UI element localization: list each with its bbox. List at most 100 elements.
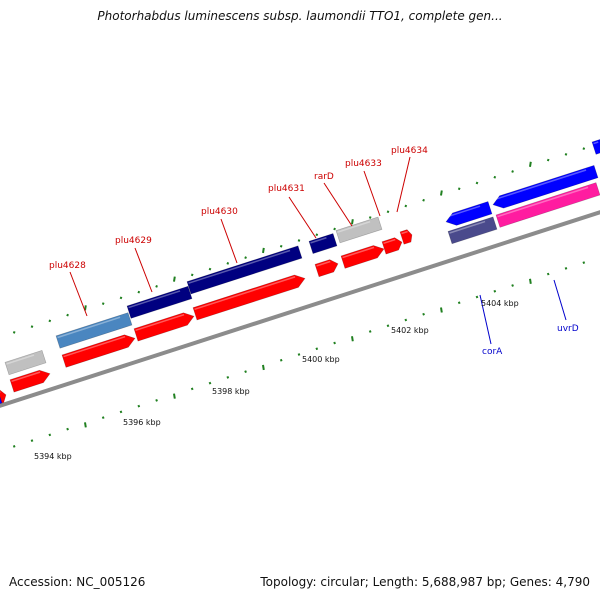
- tick-mark-lower: [12, 444, 16, 448]
- gene-label-plu4633[interactable]: plu4633: [345, 159, 382, 169]
- gene-label-rarD[interactable]: rarD: [314, 172, 334, 182]
- gene-bar-corA[interactable]: [447, 216, 498, 245]
- tick-mark-lower: [564, 266, 568, 270]
- tick-mark-upper: [262, 247, 265, 254]
- tick-mark-upper: [119, 296, 123, 300]
- leader-plu4630: [220, 218, 238, 264]
- gene-arrow-corA-up-shape[interactable]: [444, 201, 493, 229]
- tick-mark-lower: [155, 399, 158, 402]
- label-leader-lines: [69, 156, 567, 345]
- tick-mark-upper: [137, 290, 141, 294]
- gene-arrow-rarD[interactable]: [340, 243, 386, 269]
- gene-bar-navy-3[interactable]: [308, 233, 338, 255]
- gene-label-plu4628[interactable]: plu4628: [49, 261, 86, 271]
- tick-mark-upper: [546, 158, 550, 162]
- gene-bar-navy-3-shape[interactable]: [308, 233, 338, 255]
- tick-mark-upper: [493, 175, 497, 179]
- gene-arrow-left-edge-shape[interactable]: [0, 390, 3, 407]
- gene-label-plu4634[interactable]: plu4634: [391, 146, 428, 156]
- leader-plu4629: [134, 247, 153, 293]
- gene-arrow-plu4630-shape[interactable]: [192, 272, 307, 321]
- tick-mark-lower: [511, 284, 514, 287]
- tick-mark-upper: [244, 256, 247, 260]
- gene-arrow-rarD-shape[interactable]: [340, 243, 386, 269]
- gene-arrow-plu4628[interactable]: [61, 332, 137, 368]
- gene-bar-navy-1-shape[interactable]: [126, 285, 193, 319]
- tick-mark-lower: [190, 387, 194, 391]
- leader-plu4628: [69, 271, 88, 317]
- gene-bar-grey-left[interactable]: [4, 350, 47, 376]
- tick-mark-upper: [457, 187, 461, 191]
- gene-label-plu4630[interactable]: plu4630: [201, 207, 238, 217]
- gene-arrow-corA-up[interactable]: [444, 201, 493, 229]
- leader-uvrD: [553, 279, 567, 321]
- gene-arrow-plu4630[interactable]: [192, 272, 307, 321]
- tick-mark-lower: [368, 330, 372, 333]
- gene-arrow-plu4631[interactable]: [314, 258, 340, 278]
- leader-rarD: [323, 182, 353, 227]
- gene-arrow-1-shape[interactable]: [9, 367, 52, 393]
- gene-bar-grey-left-shape[interactable]: [4, 350, 47, 376]
- tick-mark-lower: [173, 393, 176, 399]
- gene-bar-grey-right-shape[interactable]: [335, 216, 383, 244]
- tick-mark-lower: [475, 295, 479, 299]
- tick-mark-upper: [582, 147, 586, 150]
- gene-bar-grey-right[interactable]: [335, 216, 383, 244]
- gene-arrow-uvrD-up[interactable]: [491, 164, 599, 211]
- gene-arrow-1[interactable]: [9, 367, 52, 393]
- gene-label-plu4629[interactable]: plu4629: [115, 236, 152, 246]
- gene-arrow-plu4633[interactable]: [381, 236, 404, 255]
- gene-arrow-left-edge[interactable]: [0, 390, 3, 407]
- map-title: Photorhabdus luminescens subsp. laumondi…: [97, 9, 503, 23]
- tick-mark-upper: [440, 190, 443, 196]
- gene-arrow-0[interactable]: [0, 389, 8, 406]
- gene-label-corA[interactable]: corA: [482, 347, 503, 357]
- tick-mark-upper: [475, 181, 479, 185]
- tick-mark-upper: [84, 305, 87, 311]
- tick-mark-upper: [155, 285, 158, 288]
- gene-bar-corA-shape[interactable]: [447, 216, 498, 245]
- gene-arrow-right-edge-shape[interactable]: [591, 139, 600, 155]
- tick-mark-lower: [119, 410, 123, 414]
- gene-arrow-plu4634-shape[interactable]: [399, 229, 414, 245]
- tick-mark-lower: [457, 301, 461, 305]
- tick-mark-lower: [351, 336, 354, 342]
- gene-arrow-plu4629[interactable]: [133, 310, 196, 342]
- tick-mark-upper: [208, 267, 212, 271]
- gene-arrow-plu4629-shape[interactable]: [133, 310, 196, 342]
- tick-mark-upper: [404, 204, 408, 208]
- tick-mark-lower: [279, 358, 283, 362]
- gene-arrow-plu4633-shape[interactable]: [381, 236, 404, 255]
- accession-text: Accession: NC_005126: [9, 575, 146, 589]
- leader-corA: [479, 294, 492, 345]
- tick-mark-upper: [30, 325, 34, 328]
- gene-bar-navy-2[interactable]: [186, 245, 303, 295]
- tick-mark-upper: [279, 244, 283, 248]
- gene-arrow-plu4634[interactable]: [399, 229, 414, 245]
- gene-bar-navy-2-shape[interactable]: [186, 245, 303, 295]
- gene-bar-plu4628-upstream-shape[interactable]: [55, 312, 133, 349]
- tick-mark-lower: [297, 353, 301, 356]
- tick-mark-upper: [368, 216, 372, 219]
- gene-label-uvrD[interactable]: uvrD: [557, 324, 579, 334]
- tick-marks: [12, 147, 586, 448]
- tick-mark-lower: [262, 364, 265, 371]
- gene-arrow-0-shape[interactable]: [0, 389, 8, 406]
- gene-bar-plu4628-upstream[interactable]: [55, 312, 133, 349]
- tick-mark-upper: [529, 161, 532, 167]
- tick-mark-lower: [30, 439, 34, 442]
- gene-arrow-uvrD-up-shape[interactable]: [491, 164, 599, 211]
- tick-mark-upper: [12, 330, 16, 334]
- gene-features: [0, 139, 600, 407]
- tick-mark-lower: [315, 347, 319, 351]
- tick-mark-lower: [546, 272, 550, 276]
- leader-plu4631: [288, 196, 317, 239]
- gene-arrow-right-edge[interactable]: [591, 139, 600, 155]
- gene-arrow-plu4631-shape[interactable]: [314, 258, 340, 278]
- gene-arrow-plu4628-shape[interactable]: [61, 332, 137, 368]
- gene-bar-navy-1[interactable]: [126, 285, 193, 319]
- tick-mark-upper: [351, 219, 354, 225]
- tick-mark-upper: [190, 273, 194, 277]
- gene-label-plu4631[interactable]: plu4631: [268, 184, 305, 194]
